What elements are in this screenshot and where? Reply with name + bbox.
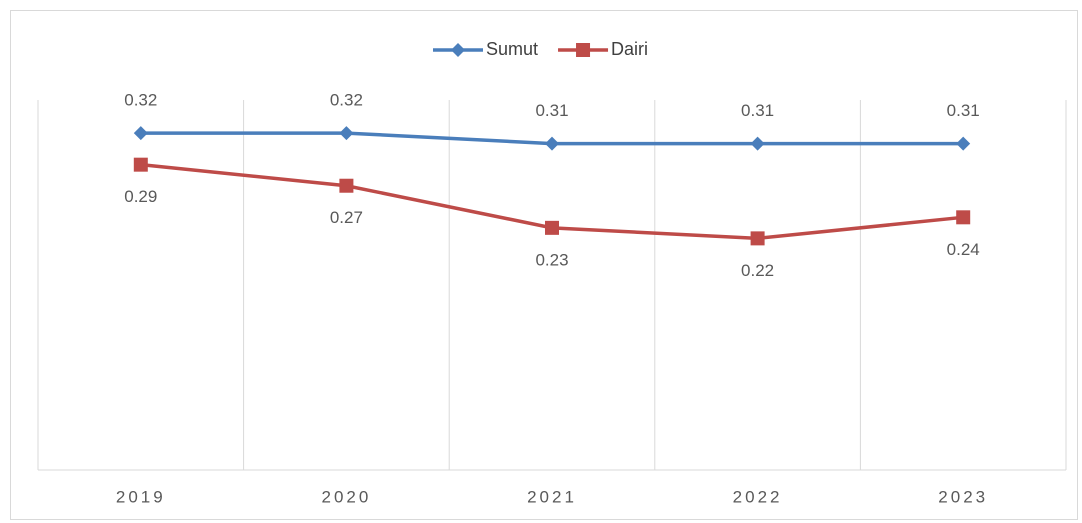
x-tick-label: 2022 xyxy=(733,487,783,506)
data-label: 0.29 xyxy=(124,187,157,206)
data-label: 0.27 xyxy=(330,208,363,227)
data-label: 0.31 xyxy=(535,101,568,120)
marker xyxy=(133,157,148,172)
data-label: 0.23 xyxy=(535,250,568,269)
marker xyxy=(339,126,354,141)
marker xyxy=(451,43,465,57)
marker xyxy=(545,136,559,151)
marker xyxy=(750,136,765,151)
marker xyxy=(339,178,354,193)
data-label: 0.22 xyxy=(741,261,774,280)
legend-label: Dairi xyxy=(611,39,648,59)
chart-border xyxy=(10,10,1078,520)
x-tick-label: 2019 xyxy=(116,487,166,506)
x-tick-label: 2020 xyxy=(321,487,371,506)
marker xyxy=(750,231,765,246)
data-label: 0.32 xyxy=(124,91,157,110)
marker xyxy=(576,43,591,57)
data-label: 0.32 xyxy=(330,91,363,110)
data-label: 0.24 xyxy=(947,240,980,259)
marker xyxy=(133,126,148,141)
data-label: 0.31 xyxy=(741,101,774,120)
marker xyxy=(956,136,971,151)
data-label: 0.31 xyxy=(947,101,980,120)
marker xyxy=(545,220,559,235)
legend-label: Sumut xyxy=(486,39,538,59)
x-tick-label: 2023 xyxy=(938,487,988,506)
marker xyxy=(956,210,971,225)
x-tick-label: 2021 xyxy=(527,487,577,506)
